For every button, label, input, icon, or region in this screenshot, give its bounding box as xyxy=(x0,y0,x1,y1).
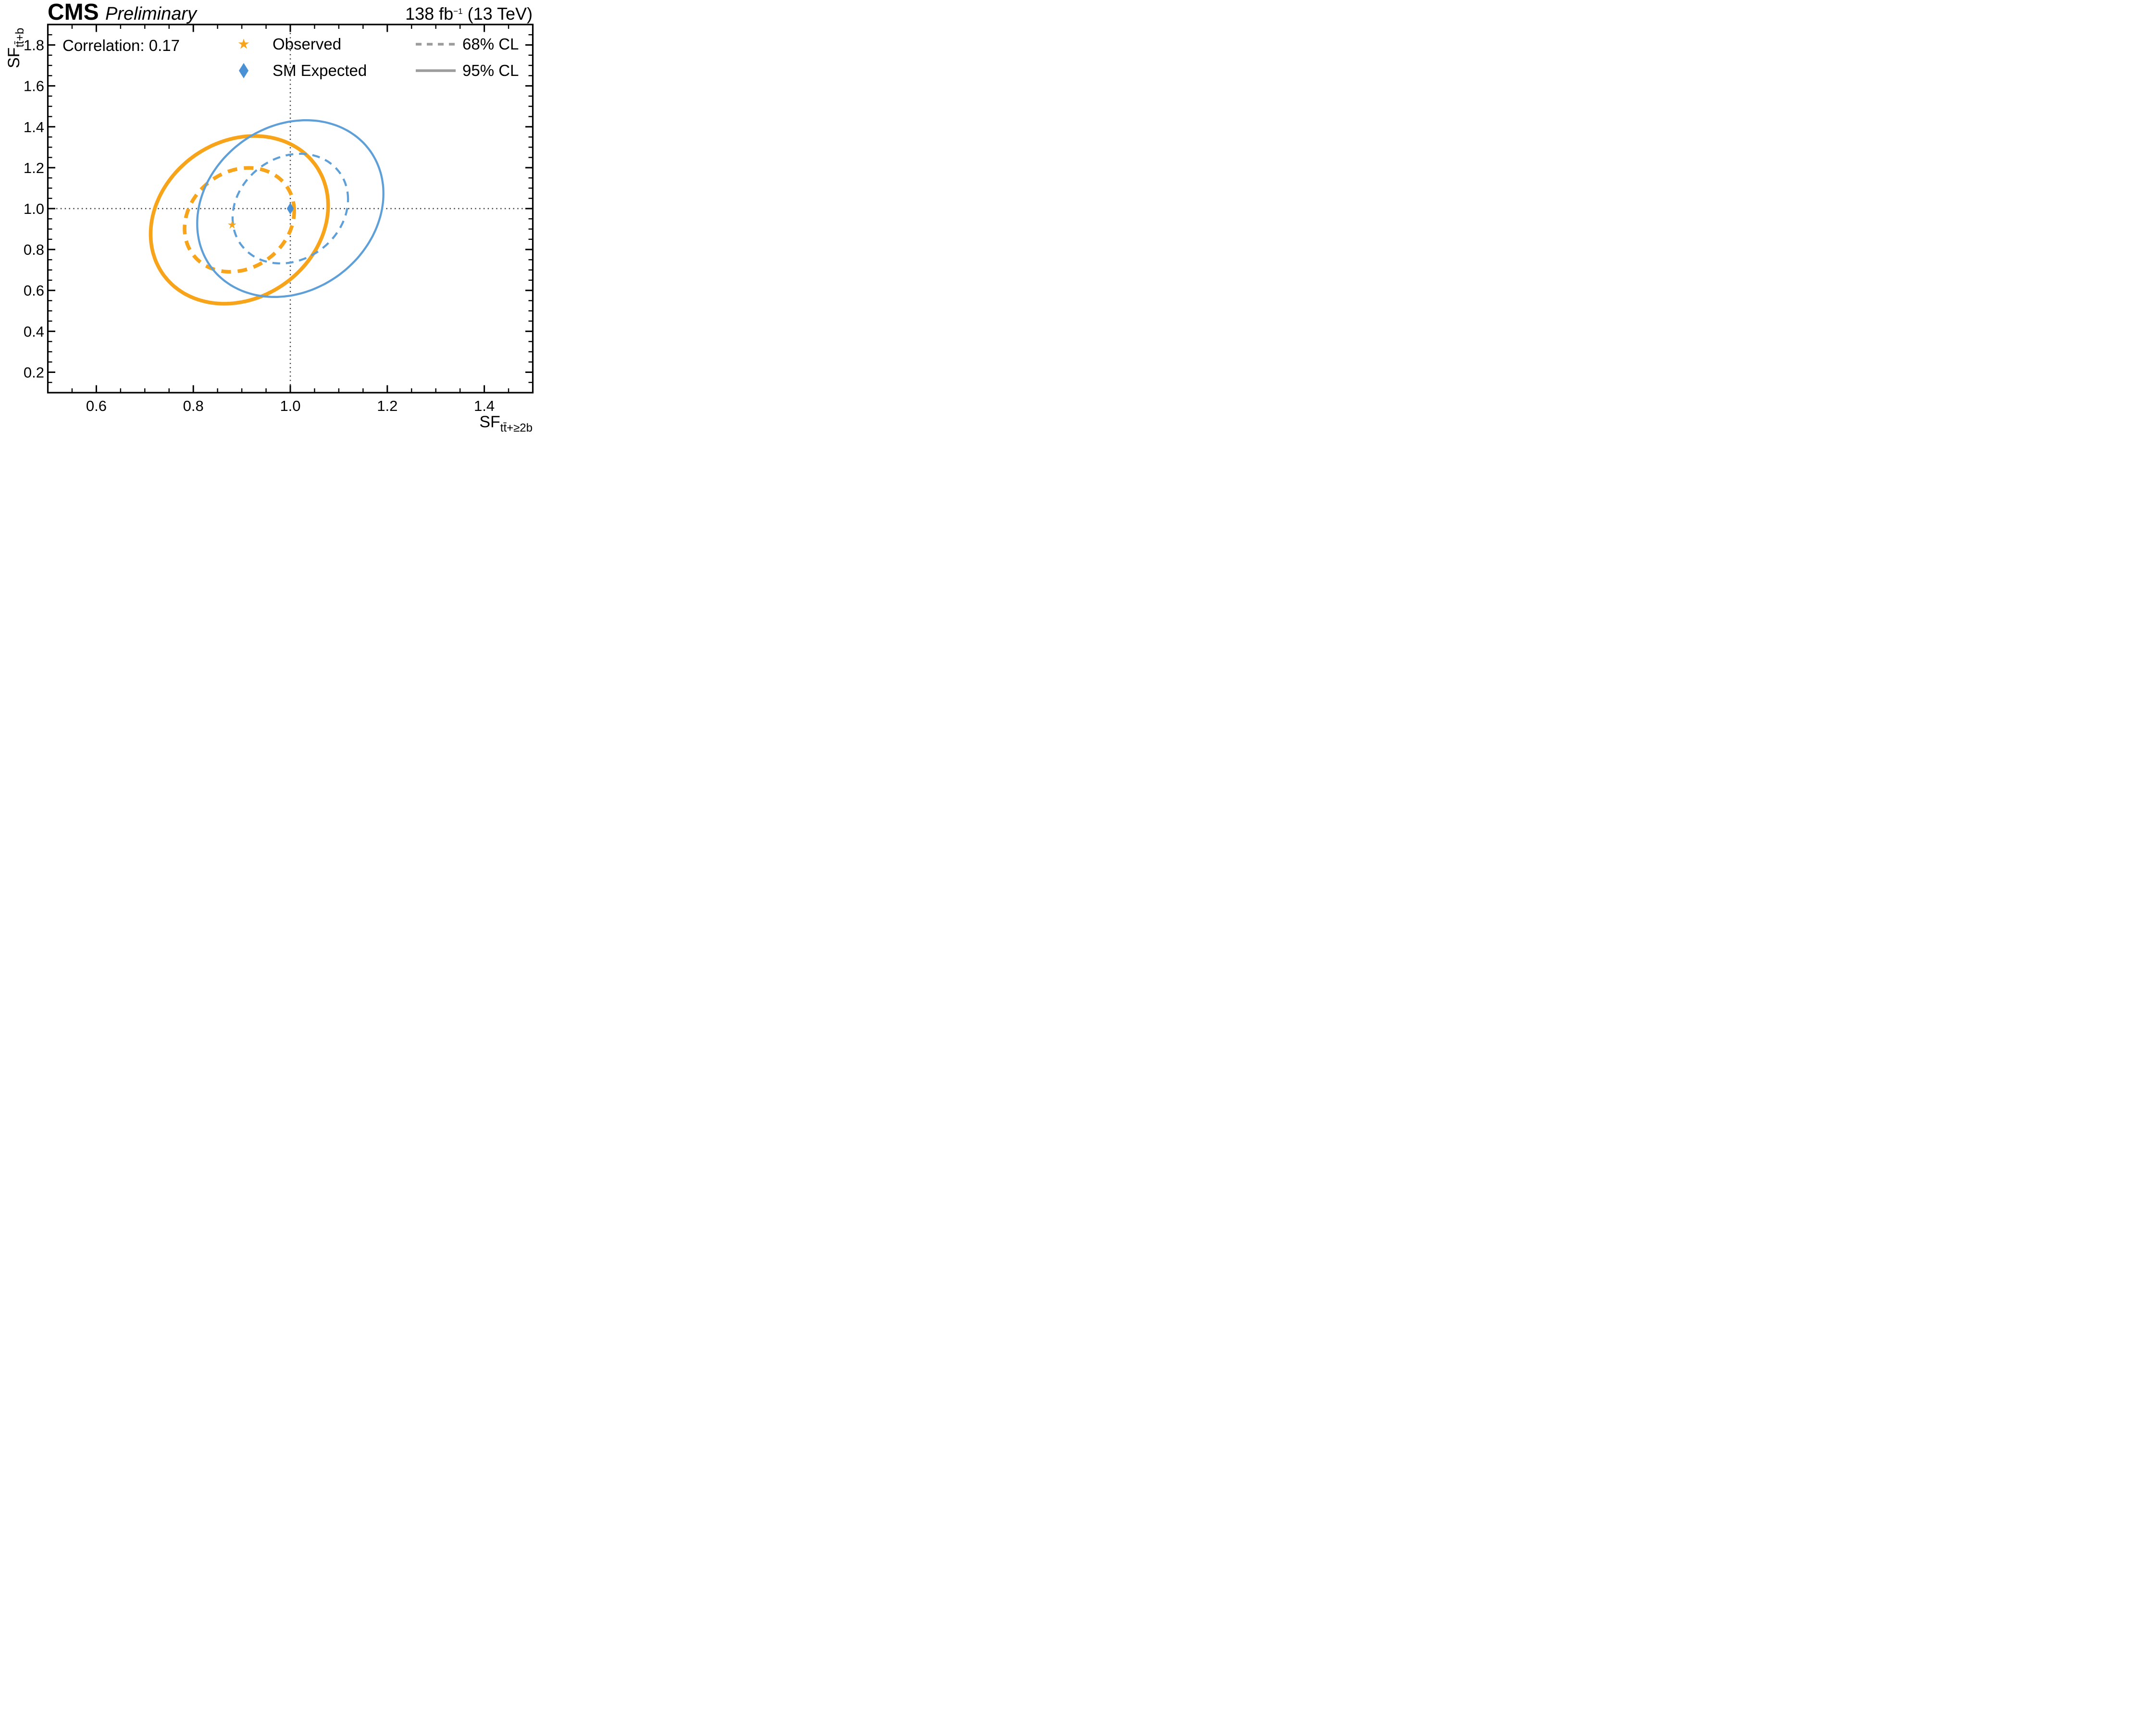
sm-expected-95cl-contour xyxy=(196,119,385,298)
y-tick-label: 0.8 xyxy=(24,241,44,258)
y-tick-label: 0.2 xyxy=(24,364,44,381)
observed-point xyxy=(228,220,236,229)
y-tick-label: 1.4 xyxy=(24,119,44,136)
legend-cl68-label: 68% CL xyxy=(462,35,519,53)
luminosity-label: 138 fb−1 (13 TeV) xyxy=(405,4,533,24)
frame-border xyxy=(47,24,534,394)
experiment-label: CMS xyxy=(48,0,99,25)
x-tick-label: 0.8 xyxy=(183,397,204,414)
preliminary-label: Preliminary xyxy=(105,4,198,24)
y-tick-label: 1.6 xyxy=(24,78,44,95)
x-tick-label: 0.6 xyxy=(86,397,107,414)
contours-layer xyxy=(149,119,385,306)
y-axis-title: SFtt̄+b xyxy=(5,28,26,68)
y-tick-label: 1.8 xyxy=(24,37,44,54)
y-tick-label: 1.2 xyxy=(24,160,44,176)
plot-frame: 0.6 0.8 1.0 1.2 1.4 0.2 0.4 0.6 0.8 1.0 1.2 1.4 1.6 1… xyxy=(24,24,534,414)
cms-contour-figure: CMS Preliminary 138 fb−1 (13 TeV) 0.6 0.8… xyxy=(0,0,534,434)
legend-sm-expected-label: SM Expected xyxy=(273,62,367,79)
x-tick-label: 1.0 xyxy=(280,397,300,414)
y-tick-label: 0.4 xyxy=(24,323,44,340)
x-tick-label: 1.4 xyxy=(474,397,495,414)
x-axis-title: SFtt̄+≥2b xyxy=(479,413,533,434)
legend-cl95-label: 95% CL xyxy=(462,62,519,79)
y-tick-label: 0.6 xyxy=(24,282,44,299)
sm-expected-diamond-icon xyxy=(239,63,248,78)
contour-plot: CMS Preliminary 138 fb−1 (13 TeV) 0.6 0.8… xyxy=(5,0,534,434)
observed-68cl-contour xyxy=(183,166,296,274)
sm-expected-point xyxy=(286,202,294,215)
correlation-annotation: Correlation: 0.17 xyxy=(62,37,180,54)
legend-observed-label: Observed xyxy=(273,35,341,53)
observed-95cl-contour xyxy=(149,134,330,306)
x-tick-label: 1.2 xyxy=(377,397,397,414)
sm-expected-68cl-contour xyxy=(231,152,349,265)
observed-star-icon xyxy=(238,38,249,49)
legend: Observed SM Expected 68% CL 95% CL xyxy=(238,35,519,79)
y-tick-label: 1.0 xyxy=(24,200,44,217)
